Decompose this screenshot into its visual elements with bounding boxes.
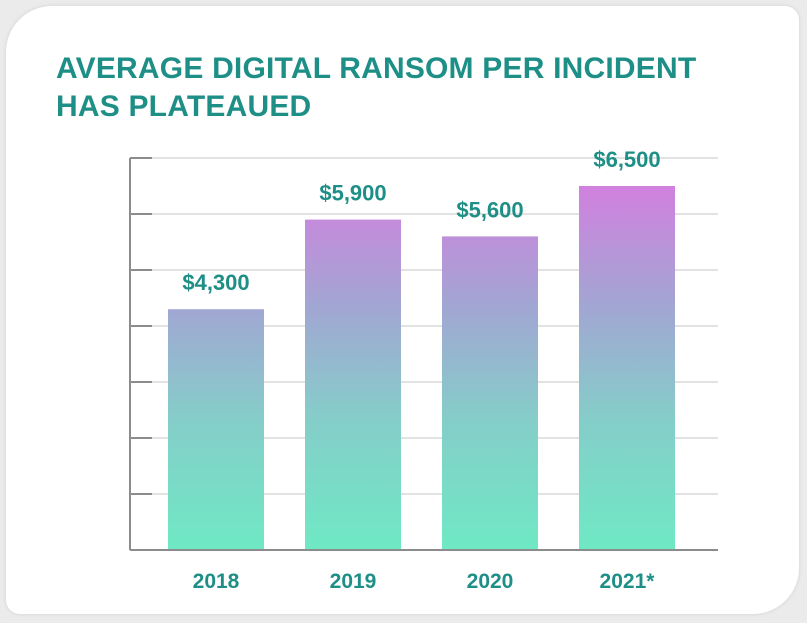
bar-2020 — [442, 236, 538, 550]
x-tick-label: 2021* — [600, 570, 656, 593]
data-label: $5,900 — [319, 181, 386, 206]
bar-2019 — [305, 219, 401, 550]
x-tick-label: 2019 — [330, 570, 377, 593]
chart-title: AVERAGE DIGITAL RANSOM PER INCIDENT HAS … — [56, 52, 697, 123]
data-label: $5,600 — [456, 197, 523, 222]
bar-2018 — [168, 309, 264, 550]
x-tick-label: 2020 — [467, 570, 514, 593]
data-label: $4,300 — [182, 270, 249, 295]
x-tick-label: 2018 — [193, 570, 240, 593]
data-label: $6,500 — [593, 147, 660, 172]
bar-2021 — [579, 186, 675, 550]
